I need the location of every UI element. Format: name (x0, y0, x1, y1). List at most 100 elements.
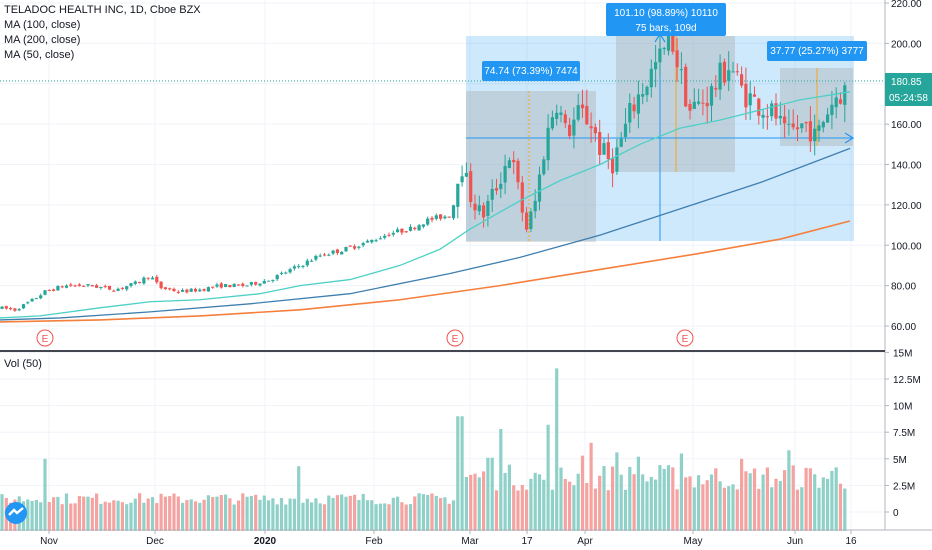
candle-body (787, 123, 791, 125)
candle-body (451, 205, 456, 219)
volume-bar (0, 494, 4, 531)
candle-body (563, 114, 567, 124)
candle-body (671, 33, 675, 52)
volume-bar (387, 504, 391, 531)
candle-body (413, 227, 417, 230)
candle-body (477, 205, 481, 212)
volume-bar (314, 498, 318, 531)
earnings-marker-label: E (682, 334, 689, 345)
volume-bar (271, 498, 275, 531)
volume-bar (533, 472, 537, 531)
moving-average-line[interactable] (0, 91, 851, 319)
candle-body (800, 123, 804, 129)
earnings-marker-icon[interactable] (446, 329, 464, 347)
candle-body (602, 143, 606, 155)
candle-body (826, 114, 830, 123)
volume-bar (206, 495, 210, 531)
volume-bar (318, 503, 322, 531)
volume-bar (701, 484, 705, 531)
volume-bar (679, 453, 683, 531)
volume-bar (843, 488, 847, 531)
candle-body (172, 288, 176, 292)
volume-bar (447, 503, 451, 531)
volume-tick-label: 2.5M (893, 481, 915, 492)
volume-bar (172, 493, 176, 531)
volume-bar (193, 501, 198, 531)
candle-body (838, 99, 843, 104)
candle-body (632, 104, 636, 112)
volume-bar (443, 497, 447, 531)
candle-body (421, 224, 425, 227)
candle-body (516, 160, 520, 183)
candle-body (439, 214, 443, 219)
candle-body (740, 74, 744, 86)
candle-body (103, 286, 107, 288)
volume-bar (292, 498, 296, 531)
volume-bar (90, 497, 94, 531)
candle-body (735, 71, 739, 73)
candle-body (86, 284, 90, 286)
candle-body (163, 287, 167, 290)
volume-bar (748, 473, 752, 531)
candle-body (275, 275, 279, 280)
measure-label-second-box[interactable] (606, 3, 726, 36)
volume-bar (817, 487, 821, 531)
tradingview-logo-icon[interactable] (5, 502, 27, 524)
ma100-legend[interactable]: MA (100, close) (4, 19, 81, 31)
candle-body (34, 298, 38, 300)
volume-bar (116, 500, 120, 531)
candle-body (804, 122, 808, 124)
candle-body (757, 98, 761, 116)
volume-bar (241, 493, 245, 531)
volume-bar (107, 502, 112, 531)
volume-bar (64, 493, 69, 531)
candle-body (370, 239, 374, 243)
volume-bar (740, 458, 744, 531)
volume-bar (69, 503, 73, 531)
candle-body (542, 159, 546, 175)
volume-tick-label: 7.5M (893, 428, 915, 439)
volume-bar (353, 494, 357, 531)
candle-body (159, 281, 163, 289)
candle-body (434, 215, 438, 219)
volume-bar (490, 457, 494, 531)
candle-body (662, 47, 666, 50)
candle-body (469, 171, 473, 202)
measure-label-first-box[interactable] (482, 61, 580, 81)
volume-bar (284, 504, 288, 531)
volume-bar (546, 424, 550, 531)
volume-bar (705, 480, 709, 531)
volume-bar (43, 458, 47, 531)
candle-body (189, 288, 193, 292)
volume-legend[interactable]: Vol (50) (4, 358, 42, 370)
candle-body (77, 284, 81, 287)
measure-label-third-box[interactable] (767, 41, 867, 61)
candle-body (206, 287, 210, 292)
moving-average-line[interactable] (0, 147, 851, 321)
volume-bar (451, 500, 456, 531)
volume-bar (413, 496, 417, 531)
candle-body (688, 103, 692, 111)
volume-bar (249, 495, 253, 531)
volume-bar (400, 502, 404, 531)
volume-bar (236, 500, 241, 531)
volume-bar (60, 504, 64, 531)
candle-body (327, 254, 331, 256)
candle-body (765, 116, 769, 118)
current-price-tag[interactable] (885, 73, 932, 106)
candle-body (598, 132, 602, 155)
candle-body (155, 276, 159, 283)
volume-bar (133, 498, 137, 531)
earnings-marker-icon[interactable] (676, 329, 694, 347)
moving-average-line[interactable] (0, 220, 851, 323)
candle-body (322, 254, 327, 256)
volume-bar (56, 496, 60, 531)
candle-body (116, 288, 120, 291)
price-tick-label: 160.00 (891, 120, 922, 131)
candle-body (636, 94, 640, 114)
ma200-legend[interactable]: MA (200, close) (4, 34, 81, 46)
volume-bar (503, 472, 507, 531)
ma50-legend[interactable]: MA (50, close) (4, 49, 75, 61)
earnings-marker-icon[interactable] (36, 329, 54, 347)
